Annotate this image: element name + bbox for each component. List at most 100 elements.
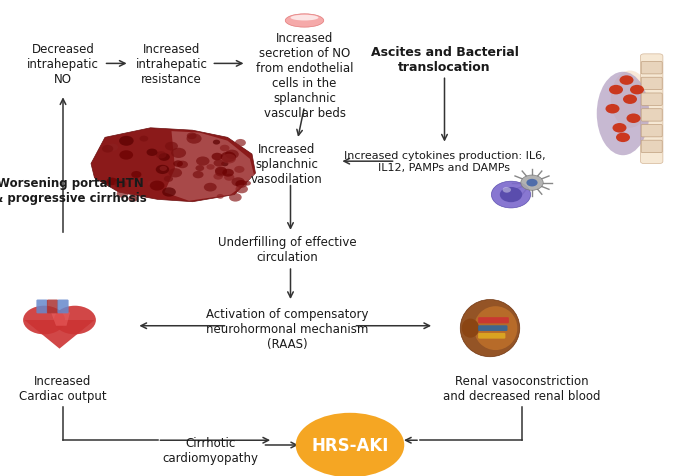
Text: Increased
splanchnic
vasodilation: Increased splanchnic vasodilation [251,143,323,186]
Circle shape [165,142,178,151]
Circle shape [620,76,634,86]
Circle shape [222,154,236,164]
Polygon shape [91,129,256,202]
Circle shape [235,186,248,194]
Circle shape [211,153,223,161]
Text: Increased
Cardiac output: Increased Cardiac output [19,374,107,402]
Text: Decreased
intrahepatic
NO: Decreased intrahepatic NO [27,43,99,86]
Circle shape [630,86,644,95]
FancyBboxPatch shape [641,141,662,153]
Circle shape [224,174,234,181]
Circle shape [186,134,202,144]
Circle shape [128,196,138,202]
Circle shape [148,181,155,187]
Text: Increased cytokines production: IL6,
IL12, PAMPs and DAMPs: Increased cytokines production: IL6, IL1… [344,151,545,173]
Circle shape [155,152,167,159]
Ellipse shape [295,413,405,476]
FancyBboxPatch shape [57,300,69,314]
Circle shape [206,165,215,170]
Ellipse shape [474,307,517,350]
Polygon shape [51,313,70,326]
Ellipse shape [462,319,479,338]
Circle shape [616,133,630,143]
Circle shape [160,167,167,171]
FancyBboxPatch shape [47,300,58,314]
Polygon shape [25,320,94,349]
Circle shape [235,139,246,147]
Circle shape [177,161,188,169]
Circle shape [214,160,224,167]
Circle shape [234,167,244,173]
Circle shape [146,149,158,157]
Circle shape [158,154,170,161]
Circle shape [106,178,118,186]
Circle shape [204,183,217,192]
Ellipse shape [610,71,650,129]
Ellipse shape [290,16,318,21]
Circle shape [503,188,511,193]
Text: Ascites and Bacterial
translocation: Ascites and Bacterial translocation [370,46,519,73]
Circle shape [215,168,227,176]
FancyBboxPatch shape [641,62,662,75]
Text: Increased
intrahepatic
resistance: Increased intrahepatic resistance [136,43,207,86]
Circle shape [187,133,197,140]
Text: Worsening portal HTN
& progressive cirrhosis: Worsening portal HTN & progressive cirrh… [0,177,147,204]
Circle shape [169,169,182,178]
Circle shape [213,140,220,145]
Circle shape [232,178,245,187]
FancyBboxPatch shape [641,109,662,122]
Ellipse shape [286,15,323,28]
Circle shape [131,172,141,178]
Circle shape [114,180,127,189]
Circle shape [171,149,186,159]
Circle shape [220,152,236,163]
Circle shape [214,174,223,180]
Circle shape [107,144,118,151]
Text: Cirrhotic
cardiomyopathy: Cirrhotic cardiomyopathy [162,436,258,464]
Text: Activation of compensatory
neurohormonal mechanism
(RAAS): Activation of compensatory neurohormonal… [206,307,368,350]
Circle shape [164,176,173,182]
Circle shape [193,171,204,179]
FancyBboxPatch shape [478,333,505,339]
Circle shape [225,150,239,159]
Circle shape [174,161,183,168]
Circle shape [150,181,164,191]
Circle shape [162,188,176,197]
Circle shape [196,157,209,166]
Circle shape [609,86,623,95]
Ellipse shape [461,300,519,357]
Polygon shape [164,132,254,201]
Circle shape [54,306,96,335]
FancyBboxPatch shape [36,300,48,314]
FancyBboxPatch shape [478,317,509,324]
Circle shape [521,176,543,191]
Circle shape [606,105,620,114]
Circle shape [155,166,169,175]
Text: Increased
secretion of NO
from endothelial
cells in the
splanchnic
vascular beds: Increased secretion of NO from endotheli… [256,32,354,120]
Text: Underfilling of effective
circulation: Underfilling of effective circulation [218,236,356,264]
Circle shape [244,181,251,186]
Circle shape [229,194,241,202]
Circle shape [102,146,113,153]
Circle shape [119,151,133,160]
Circle shape [526,179,538,187]
Circle shape [220,146,230,152]
Circle shape [195,166,204,172]
Circle shape [119,137,134,147]
Text: Renal vasoconstriction
and decreased renal blood: Renal vasoconstriction and decreased ren… [442,374,601,402]
Circle shape [500,188,522,203]
FancyBboxPatch shape [641,94,662,106]
Circle shape [235,180,247,188]
Circle shape [23,306,65,335]
Circle shape [139,136,148,142]
Circle shape [221,162,228,167]
Circle shape [612,124,626,133]
Ellipse shape [596,72,650,156]
Circle shape [117,190,128,198]
FancyBboxPatch shape [641,125,662,138]
Circle shape [623,95,637,105]
Circle shape [491,182,531,208]
Circle shape [217,195,224,199]
Text: HRS-AKI: HRS-AKI [312,436,388,454]
FancyBboxPatch shape [478,326,508,331]
